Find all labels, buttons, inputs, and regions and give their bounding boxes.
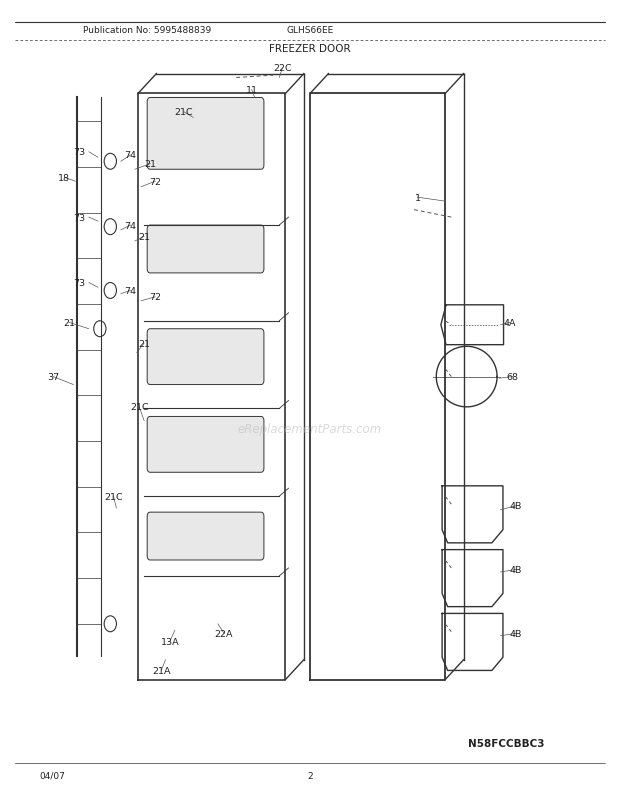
Text: 68: 68 xyxy=(507,373,519,382)
Text: 22C: 22C xyxy=(273,64,291,73)
Text: 74: 74 xyxy=(125,152,136,160)
Text: 1: 1 xyxy=(415,193,420,202)
Text: 21C: 21C xyxy=(175,108,193,117)
Text: Publication No: 5995488839: Publication No: 5995488839 xyxy=(82,26,211,35)
Text: GLHS66EE: GLHS66EE xyxy=(286,26,334,35)
FancyBboxPatch shape xyxy=(147,330,264,385)
Text: 21C: 21C xyxy=(104,492,123,501)
Text: 21C: 21C xyxy=(130,403,149,412)
Text: 2: 2 xyxy=(307,771,313,780)
FancyBboxPatch shape xyxy=(147,99,264,170)
Text: 74: 74 xyxy=(125,221,136,230)
Text: 21: 21 xyxy=(63,318,75,327)
FancyBboxPatch shape xyxy=(147,226,264,273)
Text: 04/07: 04/07 xyxy=(40,771,66,780)
Text: 21: 21 xyxy=(138,233,150,241)
Text: 4A: 4A xyxy=(503,318,516,327)
Text: 4B: 4B xyxy=(510,501,522,511)
Text: 37: 37 xyxy=(47,373,60,382)
Text: N58FCCBBC3: N58FCCBBC3 xyxy=(468,739,545,748)
Text: 4B: 4B xyxy=(510,629,522,638)
Text: 73: 73 xyxy=(74,148,86,157)
Text: 72: 72 xyxy=(149,177,161,187)
Text: 74: 74 xyxy=(125,286,136,296)
Text: 18: 18 xyxy=(58,173,70,183)
Text: 22A: 22A xyxy=(215,629,233,638)
Text: 21: 21 xyxy=(144,160,156,169)
Text: eReplacementParts.com: eReplacementParts.com xyxy=(238,423,382,435)
Text: 21A: 21A xyxy=(152,666,171,674)
Text: 73: 73 xyxy=(74,213,86,222)
Text: 11: 11 xyxy=(246,86,258,95)
Text: FREEZER DOOR: FREEZER DOOR xyxy=(269,44,351,54)
Text: 72: 72 xyxy=(149,293,161,302)
Text: 13A: 13A xyxy=(161,637,179,646)
FancyBboxPatch shape xyxy=(147,512,264,561)
FancyBboxPatch shape xyxy=(147,417,264,472)
Text: 73: 73 xyxy=(74,278,86,288)
Text: 4B: 4B xyxy=(510,565,522,574)
Text: 21: 21 xyxy=(138,339,150,348)
